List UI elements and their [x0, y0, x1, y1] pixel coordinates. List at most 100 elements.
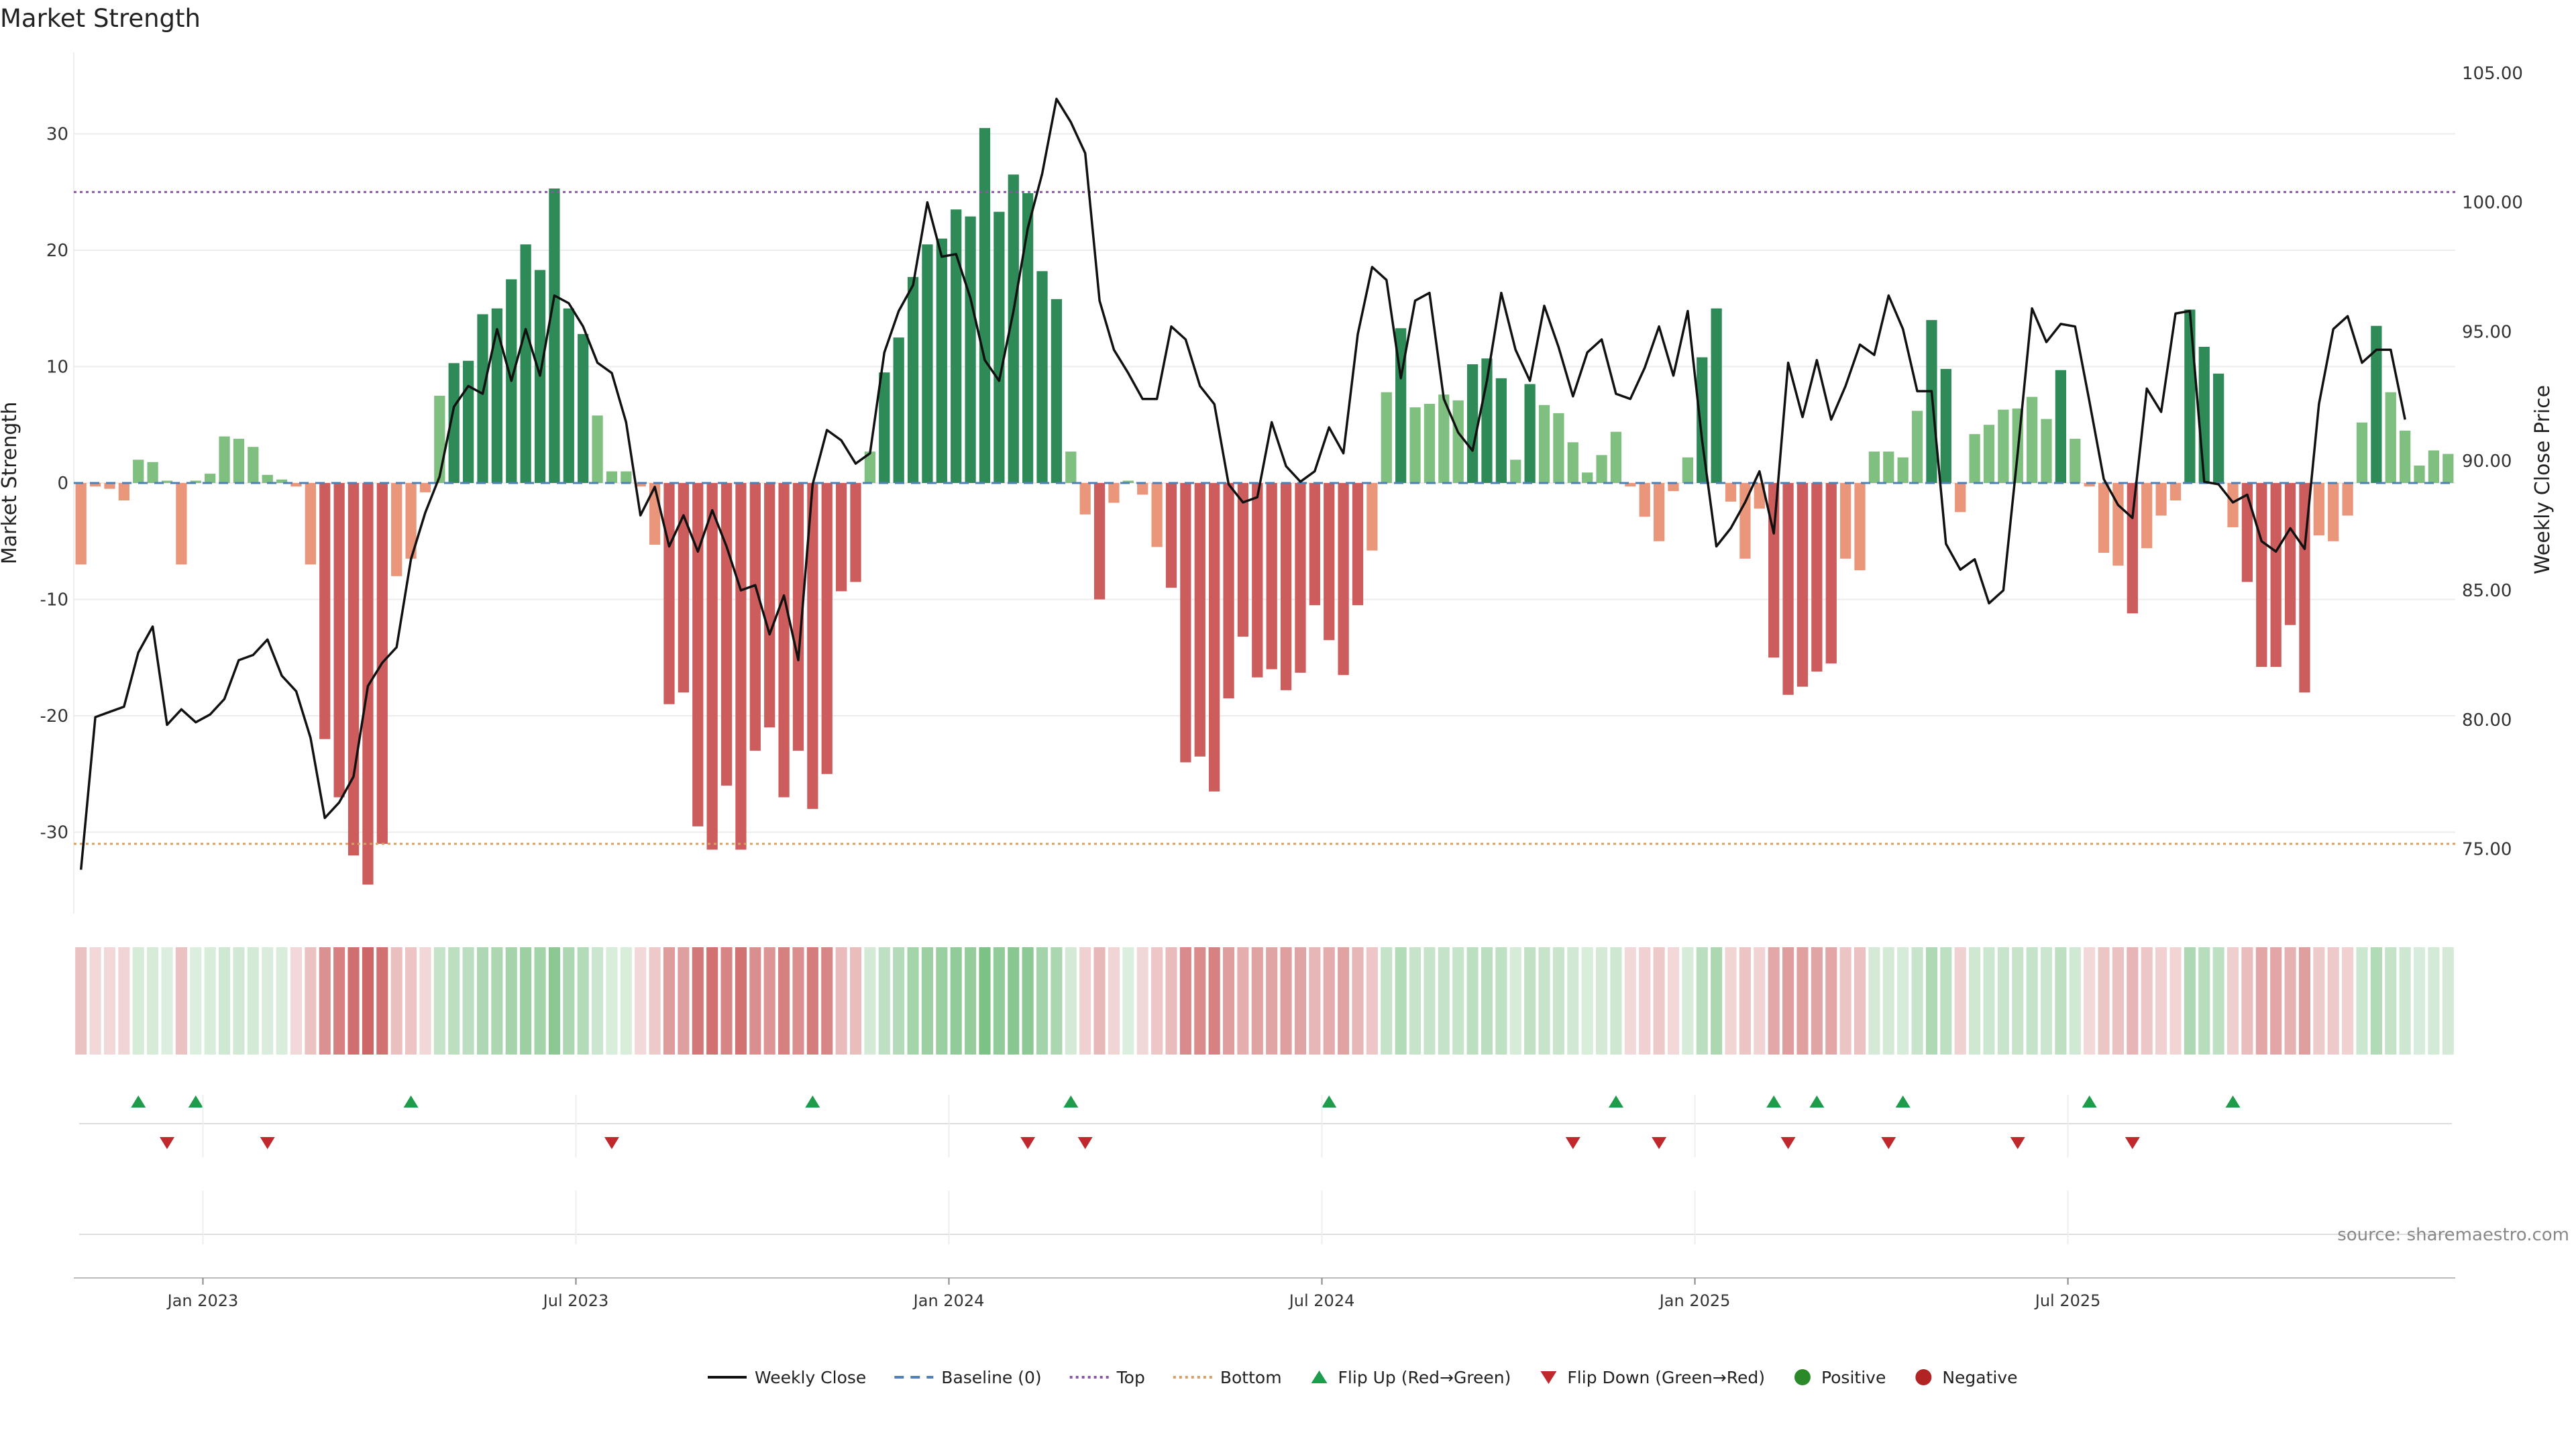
heat-cell [147, 947, 159, 1055]
heat-cell [218, 947, 231, 1055]
y-right-tick-label: 85.00 [2462, 581, 2512, 601]
y-ticks: 30 20 10 0 -10 -20 -30 105.00 100.00 95.00 90.00 85… [40, 64, 2523, 860]
heat-cell [577, 947, 589, 1055]
flip-up-marker [2082, 1095, 2097, 1108]
strength-bar [1495, 378, 1507, 483]
strength-bar [1252, 483, 1263, 678]
heat-cell [692, 947, 704, 1055]
strength-bar [1739, 483, 1751, 559]
strength-bar [621, 471, 632, 483]
strength-bar [1839, 483, 1851, 559]
legend-label: Weekly Close [755, 1368, 866, 1387]
strength-bar [2198, 346, 2210, 483]
heat-cell [347, 947, 360, 1055]
heat-cell [1008, 947, 1020, 1055]
strength-bar [2299, 483, 2310, 693]
strength-bar [1825, 483, 1837, 663]
strength-bar [1911, 411, 1923, 483]
strength-bar [176, 483, 187, 565]
strength-bar [2241, 483, 2253, 582]
heat-cell [2198, 947, 2210, 1055]
heat-cell [319, 947, 331, 1055]
legend-label: Top [1116, 1368, 1145, 1387]
strength-bar [2414, 465, 2425, 483]
strength-bar [1424, 404, 1436, 483]
heat-cell [1481, 947, 1493, 1055]
heat-cell [462, 947, 474, 1055]
strength-bar [1466, 364, 1479, 483]
strength-bar [1065, 451, 1077, 483]
strength-bar [1754, 483, 1765, 509]
strength-bar [936, 238, 947, 483]
strength-bar [735, 483, 747, 850]
heat-cell [1911, 947, 1923, 1055]
heat-cell [2327, 947, 2339, 1055]
legend-item: Positive [1794, 1368, 1886, 1387]
heat-cell [118, 947, 130, 1055]
legend-swatch [1794, 1369, 1811, 1385]
heat-cell [1452, 947, 1464, 1055]
legend-item: Bottom [1173, 1368, 1282, 1387]
strength-bar [563, 308, 574, 483]
heat-cell [2241, 947, 2253, 1055]
strength-bar [2371, 325, 2382, 483]
heat-cell [1222, 947, 1235, 1055]
strength-bar [1553, 413, 1564, 483]
strength-bar [1768, 483, 1780, 658]
heat-cell [563, 947, 575, 1055]
heat-cell [2399, 947, 2411, 1055]
flip-down-marker [1565, 1137, 1580, 1149]
strength-bar [635, 483, 646, 487]
strength-bar [1338, 483, 1349, 676]
heat-cell [161, 947, 173, 1055]
flip-down-marker [1077, 1137, 1093, 1149]
heat-cell [390, 947, 402, 1055]
y-tick-label: -10 [40, 590, 68, 610]
heat-cell [433, 947, 445, 1055]
strength-bar [1955, 483, 1966, 513]
strength-bar [2027, 396, 2038, 483]
heat-cell [1854, 947, 1866, 1055]
flip-up-marker [1895, 1095, 1911, 1108]
heat-cell [2428, 947, 2440, 1055]
heat-cell [175, 947, 187, 1055]
heat-cell [1983, 947, 1995, 1055]
y-right-tick-label: 100.00 [2462, 193, 2523, 213]
legend-label: Flip Up (Red→Green) [1338, 1368, 1511, 1387]
heat-cell [1022, 947, 1034, 1055]
heat-cell [1509, 947, 1521, 1055]
strength-bar [1438, 394, 1450, 483]
strength-bar [1854, 483, 1866, 571]
source-label: source: sharemaestro.com [2337, 1225, 2569, 1245]
heat-cell [835, 947, 847, 1055]
heat-cell [1266, 947, 1278, 1055]
strength-bar [2084, 483, 2095, 487]
strength-bar [1266, 483, 1277, 669]
heat-cell [1839, 947, 1851, 1055]
strength-bar [1567, 442, 1578, 483]
heat-cell [2026, 947, 2038, 1055]
strength-bar [2313, 483, 2324, 536]
strength-bar [2428, 450, 2440, 483]
strength-bar [233, 439, 245, 483]
strength-bar [1381, 392, 1392, 483]
strength-bar [1625, 483, 1636, 487]
strength-bar [2328, 483, 2339, 541]
strength-bar [347, 483, 360, 856]
strength-bar [104, 483, 115, 489]
heat-cell [778, 947, 790, 1055]
legend-swatch [1311, 1371, 1328, 1383]
strength-bar [2400, 430, 2411, 483]
strength-bar [1725, 483, 1737, 502]
heat-cell [1868, 947, 1880, 1055]
legend-label: Positive [1821, 1368, 1886, 1387]
heat-cell [1036, 947, 1049, 1055]
heat-cell [720, 947, 733, 1055]
strength-bar [1969, 434, 1980, 483]
heat-cell [1151, 947, 1163, 1055]
strength-bar [2098, 483, 2110, 553]
heat-cell [362, 947, 374, 1055]
heat-cell [2141, 947, 2153, 1055]
heat-cell [1051, 947, 1063, 1055]
heat-cell [1725, 947, 1737, 1055]
